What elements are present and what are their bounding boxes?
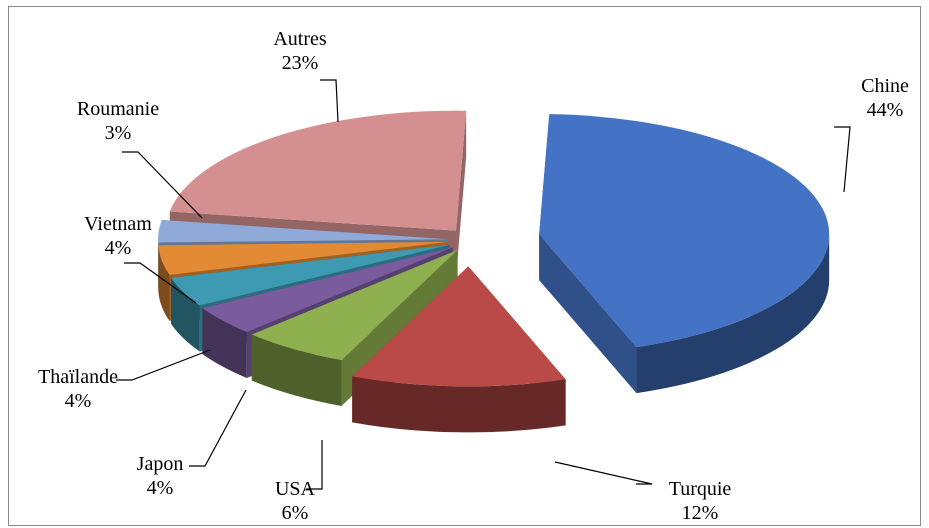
slice-top [251, 249, 458, 360]
slice-name-label: Thaïlande [38, 366, 118, 388]
leader-turquie [554, 461, 653, 485]
slice-rim [202, 308, 247, 378]
slice-value-label: 4% [147, 477, 174, 499]
slices-layer [158, 110, 830, 433]
leader-japon [189, 389, 247, 467]
leader-thaïlande [116, 349, 211, 381]
slice-top [352, 266, 566, 387]
leader-autres [320, 79, 339, 123]
slice-name-label: Vietnam [84, 213, 152, 235]
slice-rim [158, 245, 170, 321]
slice-chine [539, 114, 830, 394]
leader-roumanie [122, 151, 203, 219]
slice-name-label: USA [275, 478, 316, 500]
slice-value-label: 4% [65, 390, 92, 412]
slice-rim [636, 234, 830, 394]
slice-top [169, 110, 467, 231]
leader-chine [834, 126, 851, 193]
slice-wall [456, 110, 467, 277]
slice-top [171, 244, 450, 306]
slice-value-label: 3% [105, 122, 132, 144]
slice-wall [202, 247, 453, 355]
slice-rim [251, 334, 342, 406]
slice-top [202, 247, 453, 332]
leader-lines [116, 79, 851, 490]
slice-labels: Chine44%Turquie12%USA6%Japon4%Thaïlande4… [38, 28, 909, 524]
leader-usa [306, 440, 323, 490]
slice-wall [539, 234, 637, 394]
slice-top [539, 114, 830, 348]
slice-turquie [352, 266, 566, 433]
slice-value-label: 44% [867, 99, 904, 121]
slice-name-label: Turquie [669, 478, 732, 500]
slice-rim [171, 277, 200, 352]
slice-value-label: 12% [682, 502, 719, 524]
slice-name-label: Autres [273, 28, 327, 50]
slice-name-label: Chine [861, 75, 909, 97]
slice-name-label: Japon [137, 453, 184, 475]
slice-value-label: 6% [282, 502, 309, 524]
leader-vietnam [124, 262, 197, 304]
slice-value-label: 23% [282, 52, 319, 74]
slice-top [158, 220, 449, 243]
slice-name-label: Roumanie [77, 98, 159, 120]
slice-value-label: 4% [105, 237, 132, 259]
slice-top [158, 241, 449, 275]
slice-rim [352, 376, 566, 433]
